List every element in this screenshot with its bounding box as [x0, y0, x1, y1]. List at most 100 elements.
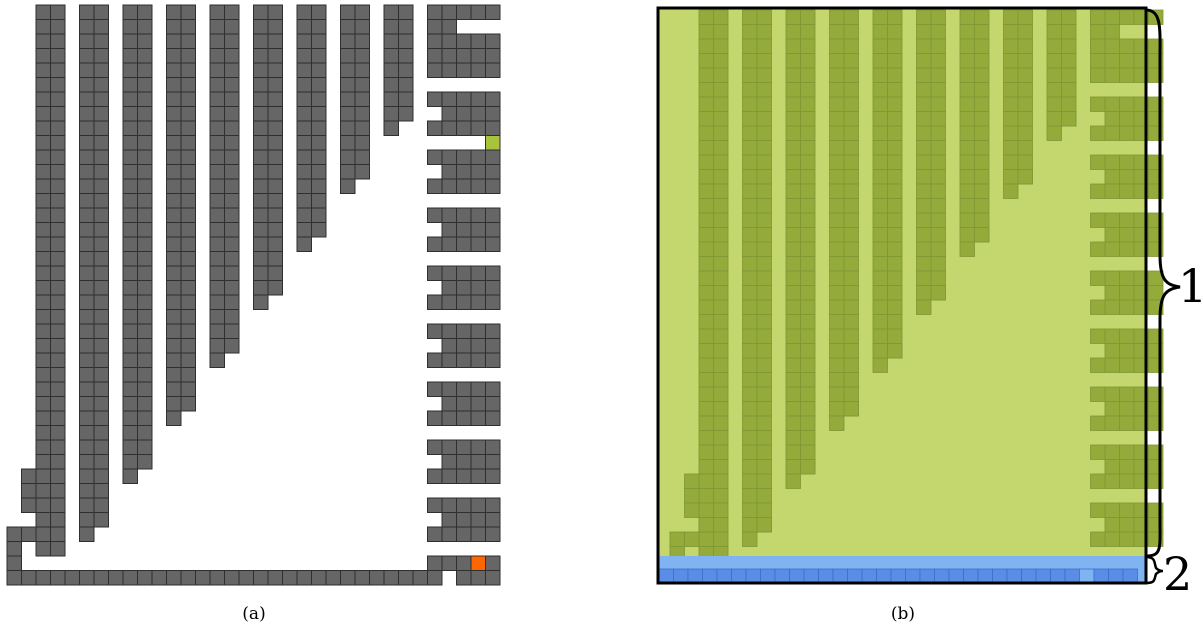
tile: [470, 352, 486, 368]
tile: [122, 149, 138, 165]
region-1-tile: [800, 343, 816, 359]
region-1-tile: [1104, 38, 1120, 54]
tile: [79, 178, 95, 194]
region-1-tile: [930, 38, 946, 54]
tile: [50, 135, 66, 151]
tile: [311, 570, 327, 586]
tile: [253, 106, 269, 122]
tile: [340, 149, 356, 165]
tile: [137, 454, 153, 470]
region-1-tile: [843, 198, 859, 214]
region-1-tile: [843, 372, 859, 388]
region-1-tile: [713, 111, 729, 127]
region-1-tile: [916, 154, 932, 170]
region-1-tile: [698, 53, 714, 69]
tile: [485, 410, 501, 426]
region-1-tile: [959, 125, 975, 141]
tile: [166, 135, 182, 151]
region-1-tile: [698, 38, 714, 54]
tile: [485, 323, 501, 339]
tile: [253, 207, 269, 223]
region-1-tile: [829, 111, 845, 127]
tile: [209, 178, 225, 194]
tile: [470, 236, 486, 252]
region-1-tile: [713, 502, 729, 518]
tile: [441, 555, 457, 571]
region-1-tile: [843, 285, 859, 301]
region-1-tile: [829, 256, 845, 272]
tile: [456, 236, 472, 252]
tile: [21, 526, 37, 542]
tile: [21, 570, 37, 586]
tile: [456, 439, 472, 455]
region-1-tile: [974, 169, 990, 185]
tile: [456, 570, 472, 586]
region-1-tile: [887, 53, 903, 69]
region-1-tile: [742, 183, 758, 199]
tile: [137, 323, 153, 339]
tile: [340, 178, 356, 194]
region-1-tile: [756, 82, 772, 98]
region-1-tile: [698, 96, 714, 112]
region-1-tile: [1104, 67, 1120, 83]
tile: [267, 91, 283, 107]
tile: [470, 33, 486, 49]
region-1-tile: [1046, 9, 1062, 25]
region-1-tile: [742, 169, 758, 185]
region-1-tile: [800, 401, 816, 417]
region-2-tile: [919, 568, 935, 584]
region-1-tile: [959, 169, 975, 185]
panel-a-tile-assembly: [6, 4, 501, 586]
region-1-tile: [713, 125, 729, 141]
tile: [166, 570, 182, 586]
tile: [50, 33, 66, 49]
tile: [180, 48, 196, 64]
tile: [180, 352, 196, 368]
region-1-tile: [916, 9, 932, 25]
tile: [137, 265, 153, 281]
tile: [485, 338, 501, 354]
tile: [296, 236, 312, 252]
tile: [93, 468, 109, 484]
tile: [93, 410, 109, 426]
region-1-tile: [829, 67, 845, 83]
region-1-tile: [698, 531, 714, 547]
tile: [166, 48, 182, 64]
tile: [79, 236, 95, 252]
tile: [340, 19, 356, 35]
region-1-tile: [742, 140, 758, 156]
tile: [470, 106, 486, 122]
tile: [50, 410, 66, 426]
tile: [224, 222, 240, 238]
tile: [369, 570, 385, 586]
region-1-tile: [1119, 502, 1135, 518]
tile: [485, 294, 501, 310]
tile: [137, 222, 153, 238]
tile: [441, 439, 457, 455]
region-1-tile: [843, 67, 859, 83]
region-1-tile: [974, 183, 990, 199]
tile: [485, 526, 501, 542]
tile: [122, 323, 138, 339]
region-1-tile: [1090, 299, 1106, 315]
tile: [311, 19, 327, 35]
region-1-tile: [1090, 183, 1106, 199]
tile: [50, 367, 66, 383]
tile: [166, 294, 182, 310]
tile: [122, 251, 138, 267]
tile: [35, 512, 51, 528]
region-1-tile: [1046, 53, 1062, 69]
tile: [267, 193, 283, 209]
region-1-tile: [713, 212, 729, 228]
tile: [427, 352, 443, 368]
region-2-tile: [774, 568, 790, 584]
tile: [209, 309, 225, 325]
tile: [93, 33, 109, 49]
tile: [383, 570, 399, 586]
region-1-tile: [1003, 9, 1019, 25]
region-1-tile: [742, 24, 758, 40]
region-1-tile: [756, 169, 772, 185]
region-1-tile: [959, 154, 975, 170]
tile: [427, 207, 443, 223]
tile: [383, 33, 399, 49]
